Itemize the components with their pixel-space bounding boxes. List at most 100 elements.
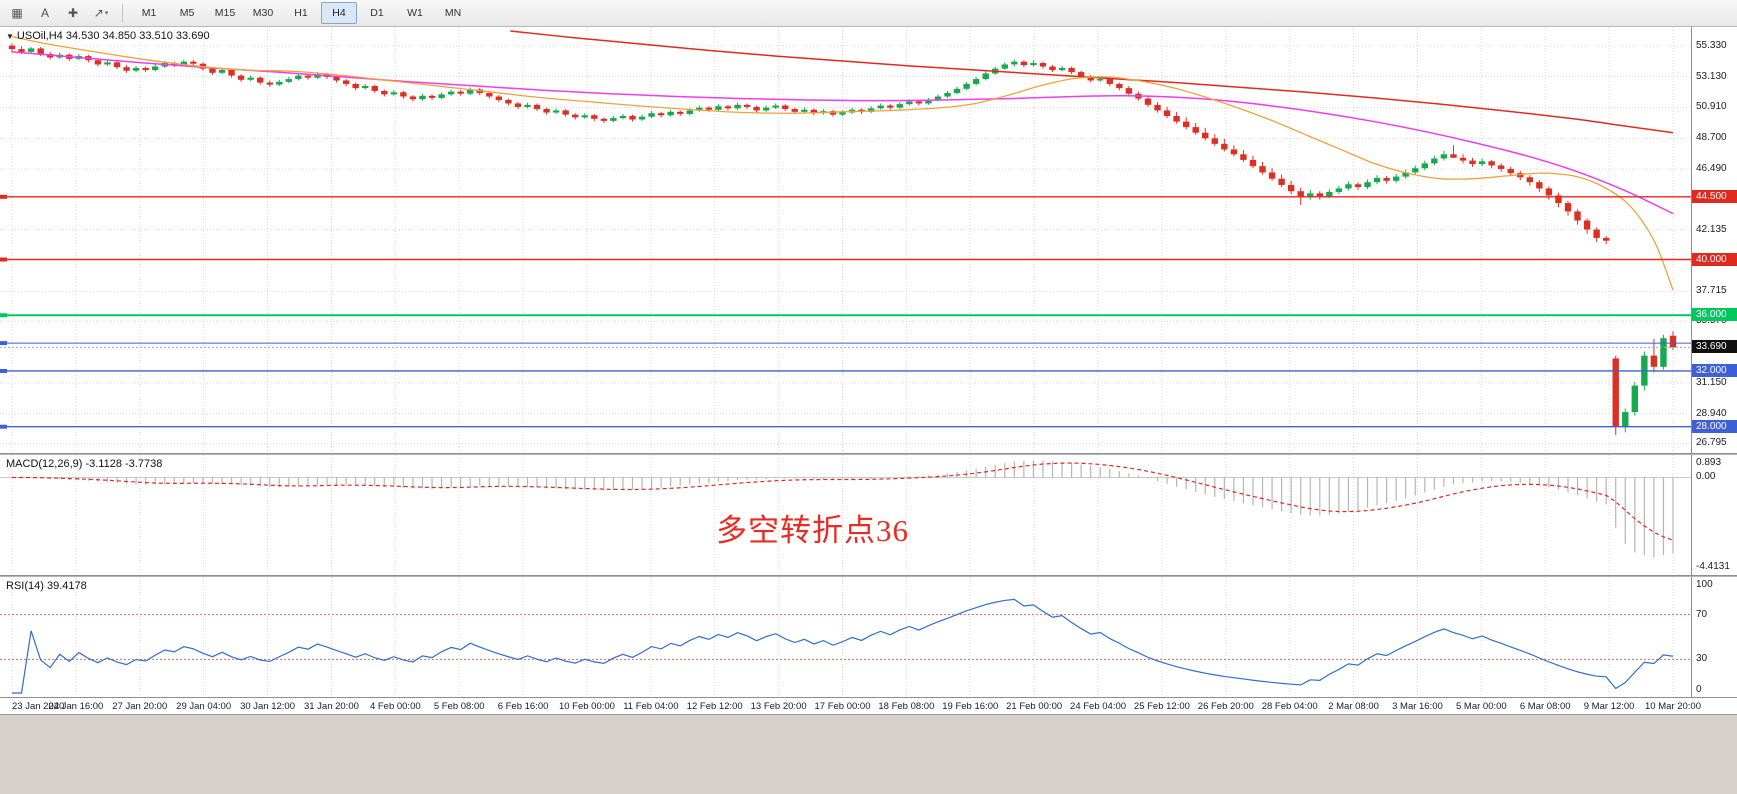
candle-body — [228, 70, 235, 76]
toolbar: ▦ A ✚ ↗ ▾ M1 M5 M15 M30 H1 H4 D1 W1 MN — [0, 0, 1737, 27]
candle-body — [1669, 335, 1677, 348]
candle-body — [1545, 188, 1553, 196]
candle-body — [438, 94, 445, 98]
symbol-header: ▼ USOil,H4 34.530 34.850 33.510 33.690 — [6, 30, 210, 42]
time-axis-label: 2 Mar 08:00 — [1328, 701, 1379, 712]
candle-body — [629, 115, 636, 120]
rsi-scale-label: 100 — [1696, 579, 1713, 590]
candle-body — [1020, 61, 1028, 66]
pane-divider[interactable] — [0, 575, 1737, 577]
price-scale[interactable]: 55.330 53.130 50.910 48.700 46.490 42.135 37.7… — [1691, 27, 1737, 453]
candle-body — [887, 105, 894, 108]
time-axis-label: 5 Mar 00:00 — [1455, 701, 1507, 712]
candle-body — [1154, 104, 1161, 111]
price-tick-label: 55.330 — [1696, 39, 1727, 51]
time-axis-label: 26 Feb 20:00 — [1197, 701, 1254, 712]
candle-body — [1517, 173, 1524, 178]
tool-text-label-button[interactable]: A — [40, 6, 49, 20]
candle-body — [782, 105, 789, 110]
level-left-marker — [0, 313, 7, 318]
candle-body — [428, 95, 436, 98]
toolbar-separator — [122, 4, 123, 22]
candle-body — [27, 48, 35, 52]
candle-body — [342, 80, 350, 84]
timeframe-M15-button[interactable]: M15 — [214, 7, 236, 19]
candle-body — [18, 49, 25, 52]
candle-body — [486, 93, 493, 97]
rsi-chart[interactable] — [0, 577, 1691, 697]
time-axis-label: 19 Feb 16:00 — [942, 701, 999, 712]
candle-body — [801, 109, 808, 112]
candle-body — [209, 68, 216, 73]
tool-crosshair-button[interactable]: ✚ — [67, 6, 79, 20]
candle-body — [256, 77, 264, 83]
time-axis-label: 21 Feb 00:00 — [1006, 701, 1063, 712]
timeframe-MN-button[interactable]: MN — [444, 7, 462, 19]
candle-body — [1364, 182, 1371, 188]
price-chart[interactable] — [0, 27, 1691, 453]
collapse-arrow-icon[interactable]: ▼ — [6, 32, 14, 41]
candle-body — [906, 101, 913, 105]
candle-body — [190, 61, 197, 64]
rsi-line — [12, 598, 1674, 694]
timeframe-M1-button[interactable]: M1 — [141, 7, 157, 19]
rsi-pane: RSI(14) 39.4178 100 70 30 0 — [0, 577, 1737, 697]
candle-body — [1249, 159, 1257, 167]
time-axis-label: 17 Feb 00:00 — [814, 701, 871, 712]
timeframe-H4-button[interactable]: H4 — [321, 2, 357, 24]
candle-body — [591, 115, 598, 119]
time-axis[interactable]: 23 Jan 2020 24 Jan 16:00 27 Jan 20:00 29 Ja… — [0, 697, 1737, 714]
candle-body — [1536, 182, 1543, 189]
candle-body — [1106, 79, 1113, 84]
pane-divider[interactable] — [0, 453, 1737, 455]
timeframe-M30-button[interactable]: M30 — [252, 7, 274, 19]
candle-body — [734, 104, 741, 109]
level-left-marker — [0, 424, 7, 429]
candle-body — [1583, 220, 1591, 230]
macd-chart[interactable] — [0, 455, 1691, 575]
time-axis-label: 27 Jan 20:00 — [112, 701, 168, 712]
candle-body — [1182, 121, 1190, 128]
candle-body — [944, 93, 951, 97]
timeframe-D1-button[interactable]: D1 — [370, 7, 384, 19]
price-tick-label: 26.795 — [1696, 437, 1727, 449]
candle-body — [1097, 79, 1104, 81]
macd-scale[interactable]: 0.893 0.00 -4.4131 — [1691, 455, 1737, 575]
level-badge-32.000[interactable]: 32.000 — [1692, 363, 1737, 377]
candle-body — [1622, 412, 1629, 427]
time-axis-label: 30 Jan 12:00 — [240, 701, 295, 712]
candle-body — [467, 89, 474, 94]
macd-pane: MACD(12,26,9) -3.1128 -3.7738 0.893 0.00 -… — [0, 455, 1737, 575]
tool-draw-arrow-button[interactable]: ↗ ▾ — [93, 6, 109, 20]
level-badge-36.000[interactable]: 36.000 — [1692, 308, 1737, 322]
tool-charts-grid-button[interactable]: ▦ — [11, 6, 23, 20]
candle-body — [686, 110, 693, 114]
timeframe-toolbar: M1 M5 M15 M30 H1 H4 D1 W1 MN — [131, 2, 471, 24]
candle-body — [1125, 88, 1133, 94]
ma-mid-magenta-line[interactable] — [11, 51, 1674, 215]
rsi-scale-label: 0 — [1696, 684, 1702, 695]
ma-fast-orange-line[interactable] — [11, 35, 1674, 291]
candle-body — [132, 67, 140, 71]
candle-body — [677, 111, 684, 114]
timeframe-W1-button[interactable]: W1 — [407, 7, 423, 19]
rsi-scale-label: 70 — [1696, 608, 1708, 620]
candle-body — [753, 106, 760, 111]
candle-body — [1593, 229, 1600, 238]
candle-body — [180, 61, 188, 66]
candle-body — [1526, 177, 1534, 183]
time-axis-label: 18 Feb 08:00 — [878, 701, 935, 712]
level-badge-28.000[interactable]: 28.000 — [1692, 419, 1737, 433]
timeframe-H1-button[interactable]: H1 — [294, 7, 308, 19]
candle-body — [533, 104, 541, 110]
candle-body — [123, 67, 130, 71]
ma-slow-red-line[interactable] — [510, 30, 1674, 134]
level-badge-44.500[interactable]: 44.500 — [1692, 189, 1737, 203]
timeframe-M5-button[interactable]: M5 — [179, 7, 195, 19]
level-badge-40.000[interactable]: 40.000 — [1692, 252, 1737, 266]
rsi-scale[interactable]: 100 70 30 0 — [1691, 577, 1737, 697]
time-axis-label: 31 Jan 20:00 — [303, 701, 359, 712]
candle-body — [829, 111, 837, 115]
chart-annotation-text[interactable]: 多空转折点36 — [716, 513, 909, 548]
